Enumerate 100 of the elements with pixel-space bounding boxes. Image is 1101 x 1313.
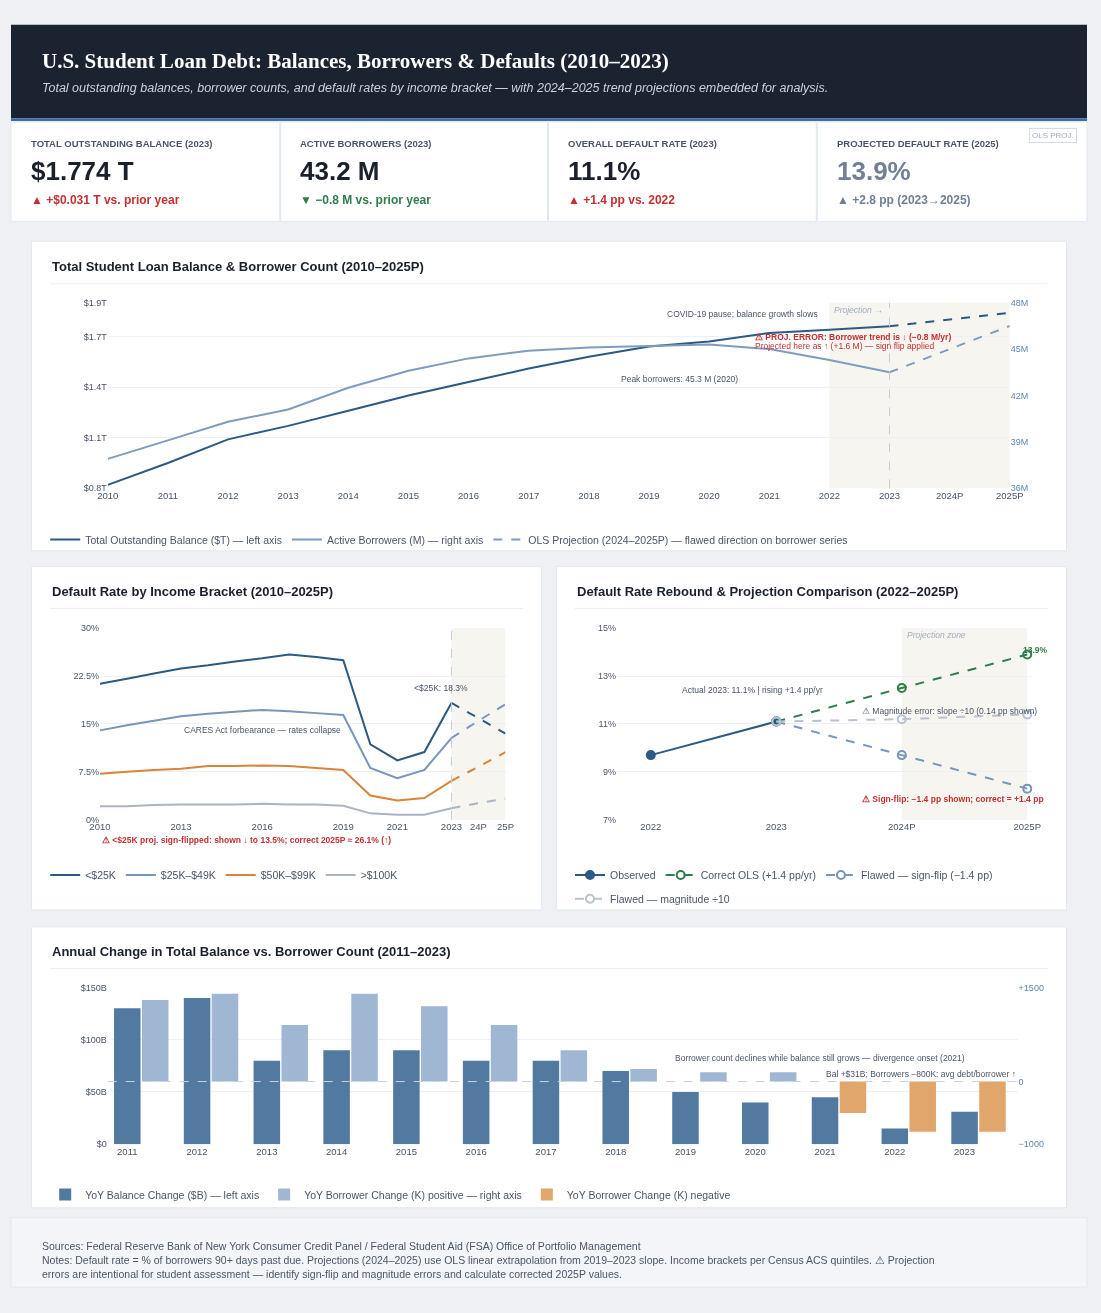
legend-label: $50K–$99K bbox=[260, 869, 316, 882]
text: $1.774 T bbox=[31, 156, 134, 186]
legend-label: >$100K bbox=[360, 869, 398, 882]
y-tick-label: $50B bbox=[85, 1087, 107, 1098]
x-tick-label: 2023 bbox=[440, 821, 462, 833]
annotation: Projected here as ↑ (+1.6 M) — sign flip applied bbox=[755, 341, 935, 351]
text: ▲ +1.4 pp vs. 2022 bbox=[568, 193, 676, 207]
text: 11.1% bbox=[568, 156, 641, 186]
annotation: Peak borrowers: 45.3 M (2020) bbox=[621, 374, 739, 384]
legend-label: Flawed — magnitude ÷10 bbox=[610, 892, 730, 905]
legend-label: YoY Borrower Change (K) positive — right axis bbox=[304, 1188, 522, 1201]
y-tick-label: 22.5% bbox=[73, 671, 99, 682]
y2-tick-label: 48M bbox=[1010, 297, 1029, 308]
x-tick-label: 2012 bbox=[186, 1145, 208, 1157]
x-tick-label: 2018 bbox=[578, 489, 600, 501]
y2-tick-label: −1000 bbox=[1018, 1139, 1044, 1150]
y-tick-label: $1.4T bbox=[83, 382, 108, 393]
x-tick-label: 2016 bbox=[465, 1145, 487, 1157]
y-tick-label: 13% bbox=[597, 671, 616, 682]
text: Total outstanding balances, borrower counts, and default rates by income bracket — with 2024–2025 trend projections embedded for analysis. bbox=[42, 81, 829, 95]
annotation: CARES Act forbearance — rates collapse bbox=[184, 725, 342, 735]
legend-label: $25K–$49K bbox=[160, 869, 216, 882]
legend-label: YoY Balance Change ($B) — left axis bbox=[85, 1188, 260, 1201]
y2-tick-label: 36M bbox=[1010, 483, 1029, 494]
x-tick-label: 2020 bbox=[744, 1145, 766, 1157]
x-tick-label: 25P bbox=[497, 821, 514, 833]
x-tick-label: 2021 bbox=[758, 489, 780, 501]
x-tick-label: 2022 bbox=[640, 821, 662, 833]
x-tick-label: 2016 bbox=[251, 821, 273, 833]
y2-tick-label: +1500 bbox=[1018, 982, 1044, 993]
y-tick-label: 7.5% bbox=[78, 767, 99, 778]
y-tick-label: 7% bbox=[602, 814, 616, 825]
legend-label: Active Borrowers (M) — right axis bbox=[326, 533, 484, 546]
y-tick-label: 15% bbox=[80, 719, 99, 730]
text: PROJECTED DEFAULT RATE (2025) bbox=[837, 138, 999, 149]
band-label: Projection zone bbox=[907, 630, 966, 640]
source-note: Sources: Federal Reserve Bank of New York Consumer Credit Panel / Federal Student Aid (FSA) Office of Portfolio Management bbox=[42, 1240, 641, 1252]
y-tick-label: 11% bbox=[598, 719, 616, 730]
annotation: ⚠ Sign-flip: −1.4 pp shown; correct = +1.4 pp bbox=[862, 794, 1044, 804]
text: 43.2 M bbox=[300, 156, 380, 186]
x-tick-label: 2011 bbox=[117, 1145, 138, 1157]
annotation: ⚠ Magnitude error: slope ÷10 (0.14 pp shown) bbox=[862, 706, 1038, 716]
x-tick-label: 2017 bbox=[535, 1145, 557, 1157]
text: ▲ +2.8 pp (2023→2025) bbox=[837, 193, 971, 207]
band-label: Projection → bbox=[834, 305, 883, 315]
y-tick-label: $1.7T bbox=[83, 331, 108, 342]
y2-tick-label: 45M bbox=[1010, 344, 1029, 355]
y-tick-label: 30% bbox=[80, 623, 99, 634]
y2-tick-label: 0 bbox=[1018, 1076, 1024, 1087]
annotation: COVID-19 pause; balance growth slows bbox=[667, 309, 818, 319]
x-tick-label: 2013 bbox=[170, 821, 192, 833]
text: ⚠ <$25K proj. sign-flipped: shown ↓ to 13.5%; correct 2025P ≈ 26.1% (↑) bbox=[102, 835, 392, 845]
legend-label: Observed bbox=[610, 869, 656, 882]
text: OLS PROJ. bbox=[1032, 131, 1074, 140]
legend-label: OLS Projection (2024–2025P) — flawed direction on borrower series bbox=[528, 533, 848, 546]
legend-label: Correct OLS (+1.4 pp/yr) bbox=[700, 869, 816, 882]
x-tick-label: 2021 bbox=[814, 1145, 836, 1157]
legend-label: Flawed — sign-flip (−1.4 pp) bbox=[860, 869, 993, 882]
x-tick-label: 2015 bbox=[397, 489, 419, 501]
x-tick-label: 2019 bbox=[638, 489, 660, 501]
x-tick-label: 2025P bbox=[1013, 821, 1041, 833]
y-tick-label: $0 bbox=[96, 1139, 107, 1150]
y-tick-label: $0.8T bbox=[83, 483, 108, 494]
text: ACTIVE BORROWERS (2023) bbox=[300, 138, 432, 149]
annotation: Borrower count declines while balance still grows — divergence onset (2021) bbox=[675, 1053, 965, 1063]
x-tick-label: 2022 bbox=[818, 489, 840, 501]
text: TOTAL OUTSTANDING BALANCE (2023) bbox=[31, 138, 213, 149]
x-tick-label: 2011 bbox=[157, 489, 179, 501]
chart-title: Default Rate Rebound & Projection Comparison (2022–2025P) bbox=[577, 584, 959, 599]
annotation: 13.9% bbox=[1023, 645, 1048, 655]
text: Notes: Default rate = % of borrowers 90+ days past due. Projections (2024–2025) use OLS linear extrapolation from 2019–2023 slope. Income brackets per Census ACS quintiles. ⚠ Projection errors are intentional for student assessment — identify sign-flip and magnitude errors and calculate corrected 2025P values. bbox=[42, 1254, 935, 1280]
chart-title: Annual Change in Total Balance vs. Borrower Count (2011–2023) bbox=[52, 944, 451, 959]
y2-tick-label: 42M bbox=[1010, 390, 1029, 401]
annotation: ⚠ PROJ. ERROR: Borrower trend is ↓ (−0.8 M/yr) bbox=[755, 332, 952, 342]
x-tick-label: 2022 bbox=[884, 1145, 906, 1157]
x-tick-label: 2021 bbox=[386, 821, 408, 833]
y-tick-label: 9% bbox=[602, 767, 616, 778]
text: ▲ +$0.031 T vs. prior year bbox=[31, 193, 180, 207]
x-tick-label: 24P bbox=[470, 821, 487, 833]
annotation: Actual 2023: 11.1% | rising +1.4 pp/yr bbox=[682, 685, 823, 695]
chart-title: Default Rate by Income Bracket (2010–2025P) bbox=[52, 584, 334, 599]
y2-tick-label: 39M bbox=[1010, 437, 1029, 448]
x-tick-label: 2023 bbox=[878, 489, 901, 501]
x-tick-label: 2019 bbox=[674, 1145, 697, 1157]
chart-title: Total Student Loan Balance & Borrower Count (2010–2025P) bbox=[52, 259, 424, 274]
text: 13.9% bbox=[837, 156, 911, 186]
legend-label: Total Outstanding Balance ($T) — left axis bbox=[85, 533, 282, 546]
annotation: <$25K: 18.3% bbox=[414, 683, 469, 693]
x-tick-label: 2017 bbox=[518, 489, 540, 501]
x-tick-label: 2024P bbox=[888, 821, 916, 833]
x-tick-label: 2012 bbox=[217, 489, 239, 501]
x-tick-label: 2020 bbox=[698, 489, 720, 501]
x-tick-label: 2019 bbox=[332, 821, 354, 833]
legend-label: YoY Borrower Change (K) negative bbox=[566, 1188, 731, 1201]
legend-label: <$25K bbox=[85, 869, 116, 882]
text: OVERALL DEFAULT RATE (2023) bbox=[568, 138, 717, 149]
x-tick-label: 2013 bbox=[277, 489, 299, 501]
x-tick-label: 2014 bbox=[337, 489, 359, 501]
annotation: Bal +$31B; Borrowers −800K: avg debt/borrower ↑ bbox=[826, 1069, 1016, 1079]
x-tick-label: 2023 bbox=[954, 1145, 976, 1157]
